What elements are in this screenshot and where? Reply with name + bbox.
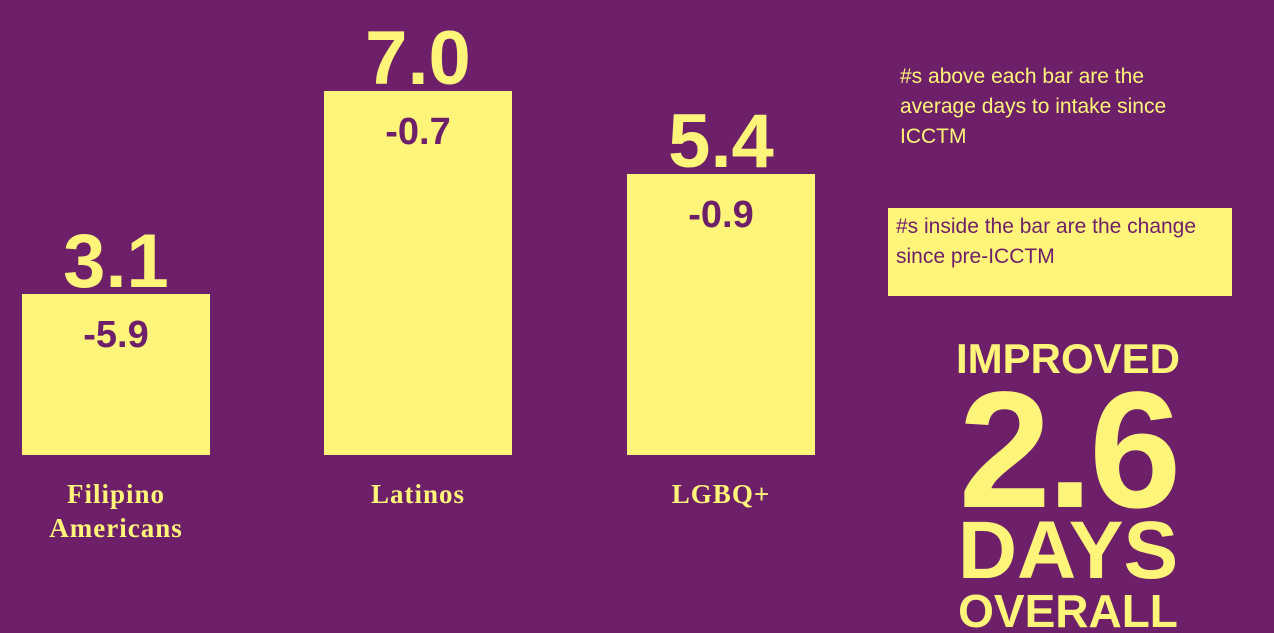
category-label: LGBQ+ [671, 479, 771, 509]
callout-value: 2.6 [958, 358, 1182, 543]
annotation-box: #s inside the bar are the change since p… [888, 208, 1232, 296]
category-label: Filipino Americans [49, 479, 183, 543]
callout-top: IMPROVED [955, 335, 1181, 382]
annotation: #s above each bar are the average days t… [900, 65, 1167, 148]
value-label: 7.0 [365, 16, 471, 101]
change-label: -0.9 [688, 194, 754, 237]
bar [627, 174, 815, 455]
category-label: Latinos [370, 479, 466, 509]
value-label: 5.4 [668, 99, 774, 185]
change-label: -0.7 [385, 111, 451, 153]
value-label: 3.1 [63, 218, 169, 304]
callout-bottom: OVERALL [958, 585, 1178, 633]
change-label: -5.9 [83, 313, 149, 356]
bar [324, 91, 512, 455]
callout-unit: DAYS [957, 505, 1179, 596]
bar [22, 293, 210, 455]
